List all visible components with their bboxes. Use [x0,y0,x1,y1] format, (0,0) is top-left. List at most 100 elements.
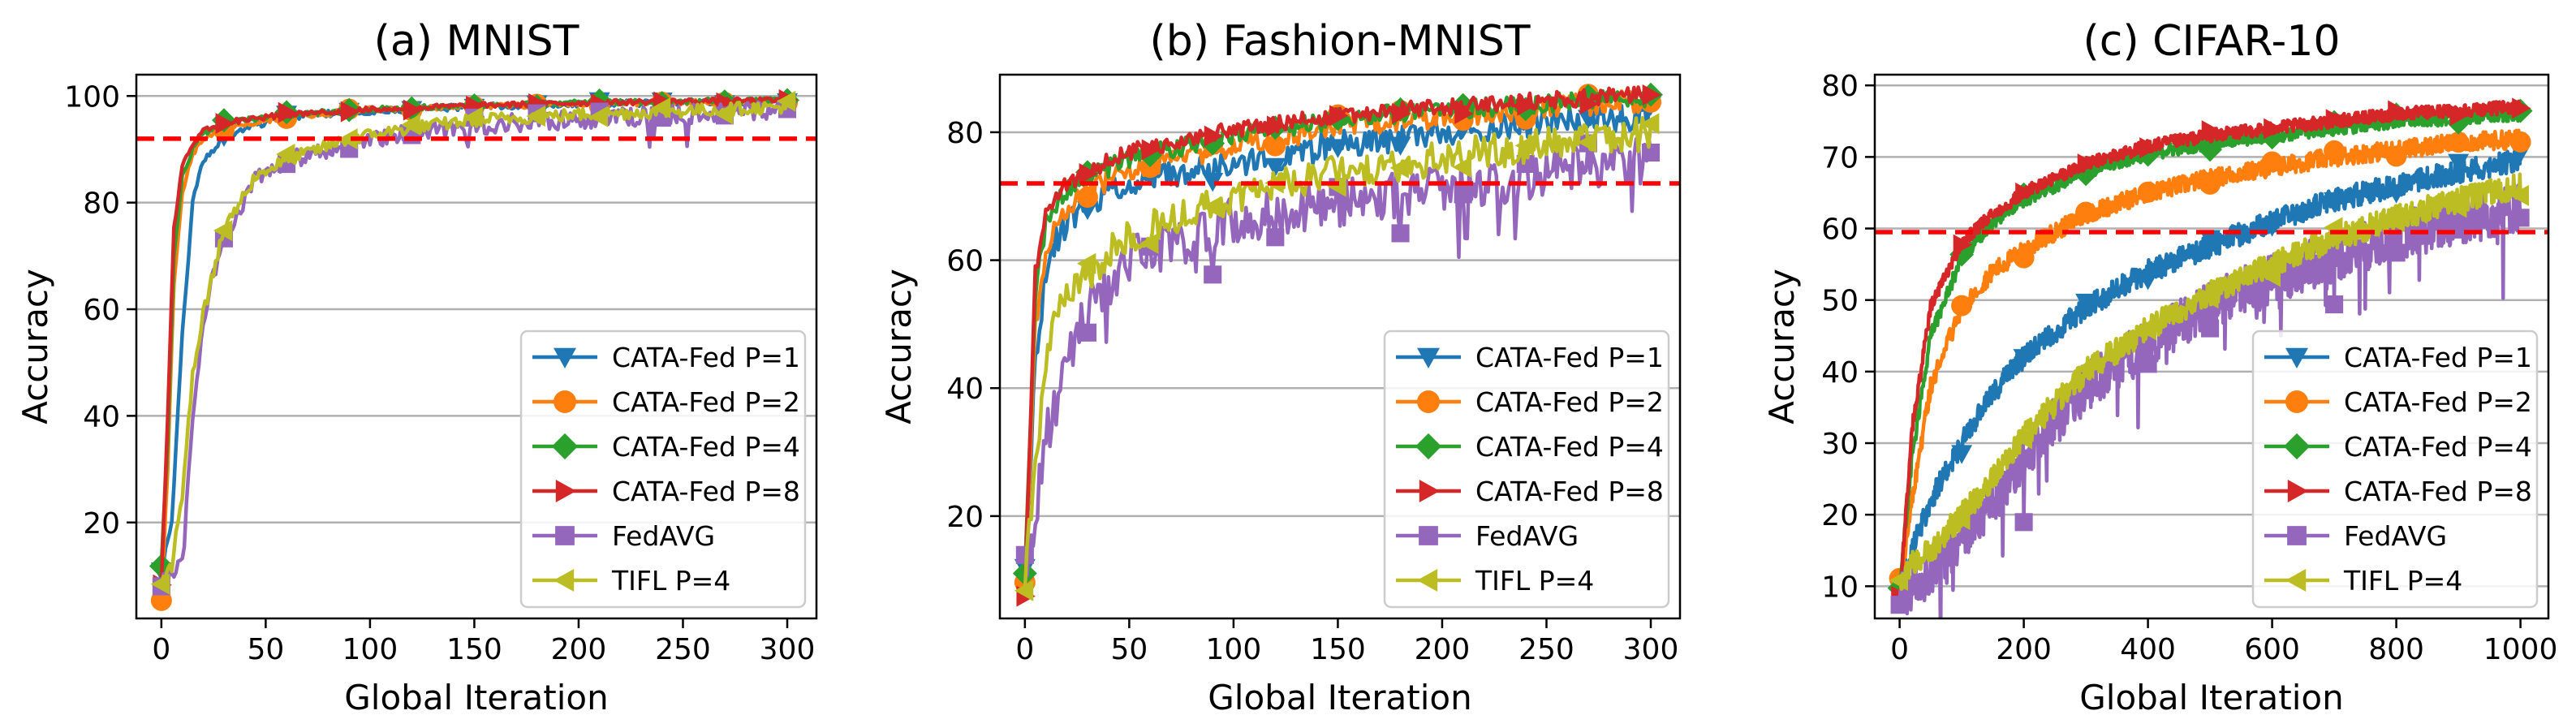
x-tick-label: 150 [1310,633,1366,666]
series-1-marker [2385,184,2407,204]
legend-marker [1417,347,1440,368]
series-3-marker [2135,142,2160,167]
series-6-marker [338,128,358,150]
series-4-marker [1141,139,1161,161]
legend-label: CATA-Fed P=1 [2344,342,2532,373]
series-6-marker [1202,196,1221,218]
x-tick-label: 250 [1518,633,1574,666]
series-1-marker [2324,192,2346,212]
series-2-marker [2199,173,2221,195]
series-5-marker [1204,265,1222,284]
series-6-marker [588,106,609,127]
series-5-marker [2201,319,2220,338]
series-4-marker [1642,84,1662,106]
legend-label: CATA-Fed P=2 [2344,386,2532,418]
chart-panel-2: 0 50 100 150 200 250 300 20 40 60 80 (b) Fashion-MN… [879,17,1682,717]
y-tick-label: 20 [83,507,120,541]
legend: CATA-Fed P=1 CATA-Fed P=2 CATA-Fed P=4 CATA… [2251,330,2539,609]
series-1-marker [2261,218,2283,237]
x-tick-label: 300 [1623,633,1679,666]
series-6-marker [1452,156,1472,178]
y-tick-label: 40 [1821,356,1859,390]
series-4-marker [1579,93,1599,115]
y-tick-label: 30 [1821,428,1859,461]
legend-label: TIFL P=4 [1475,565,1594,597]
y-tick-label: 80 [946,117,984,150]
series-4-marker [2449,104,2470,126]
x-tick-label: 0 [1015,633,1034,666]
chart-panel-3: 0 200 400 600 800 1000 10 20 30 40 50 60 70 80 (c) CIF… [1762,17,2557,717]
series-4-marker [1266,115,1286,137]
x-tick-label: 1000 [2483,633,2558,666]
legend-marker [2285,390,2308,413]
x-tick-label: 100 [1206,633,1262,666]
x-tick-label: 200 [1996,633,2052,666]
legend-marker [2285,569,2307,592]
series-1-marker [1951,445,1973,464]
y-tick-label: 10 [1821,571,1859,604]
series-5-marker [2449,220,2468,239]
y-tick-label: 20 [946,501,984,534]
series-5-marker [2511,209,2530,227]
y-axis-label: Accuracy [1762,269,1802,424]
plot-area [149,88,799,611]
series-2-marker [2013,247,2035,269]
series-6-marker [1014,579,1034,601]
x-tick-label: 400 [2120,633,2176,666]
series-6-marker [2261,265,2281,287]
series-2-marker [1139,157,1161,179]
y-axis-label: Accuracy [15,269,55,424]
series-6-marker [401,114,420,136]
axes-frame [135,73,818,620]
legend-marker [1419,526,1438,545]
series-1-marker [2199,230,2221,249]
x-tick-label: 300 [760,633,816,666]
series-4-marker [1392,102,1411,124]
y-tick-label: 60 [946,245,984,278]
legend-label: CATA-Fed P=2 [1475,386,1664,418]
series-1-marker [2075,293,2097,313]
series-4-marker [2139,137,2159,159]
series-2-marker [1076,187,1098,209]
legend-marker [554,569,575,592]
series-5-marker [1516,154,1535,173]
series-6-marker [1640,113,1660,135]
x-tick-label: 100 [342,633,398,666]
legend-marker [1417,390,1440,413]
legend-marker [551,433,579,460]
series-6-marker [463,106,483,128]
x-tick-label: 50 [247,633,284,666]
x-tick-label: 200 [1415,633,1471,666]
y-tick-label: 80 [1821,70,1859,103]
series-4-marker [403,99,423,121]
series-2-marker [2509,131,2531,153]
series-4-marker [2325,109,2346,131]
series-6-marker [2448,196,2467,218]
legend-label: TIFL P=4 [611,565,730,597]
series-5-marker [1078,323,1097,342]
series-6-marker [1514,135,1535,157]
series-2-marker [1264,135,1286,157]
series-2-marker [2324,140,2346,162]
x-tick-label: 250 [655,633,711,666]
series-1-marker [2137,270,2159,291]
series-1-marker [1389,136,1411,156]
series-5-marker [1266,228,1285,247]
series-5-marker [1890,596,1909,614]
series-6-marker [1076,252,1096,274]
legend-label: CATA-Fed P=4 [2344,431,2532,463]
series-5-marker [1641,143,1661,162]
series-1-marker [1577,110,1599,129]
series-5-marker [2387,243,2406,262]
series-6-marker [1577,131,1597,153]
series-4-marker [1329,105,1349,127]
series-2-marker [2261,151,2283,173]
series-6-marker [276,144,295,166]
axes-frame [1873,73,2550,620]
series-6-marker [777,90,796,112]
series-4-marker [1454,102,1474,124]
series-1-marker [2448,153,2470,174]
legend-label: FedAVG [612,520,715,552]
series-4-marker [2015,182,2035,204]
